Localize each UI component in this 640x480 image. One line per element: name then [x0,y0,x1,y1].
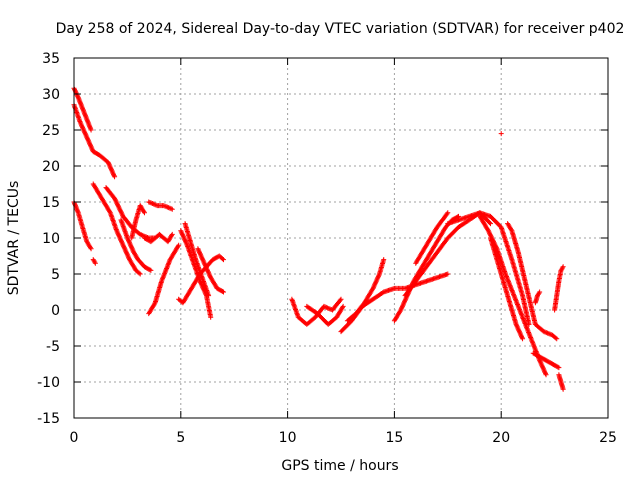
data-point [137,271,143,277]
x-tick-label: 10 [279,430,297,446]
data-point [560,386,566,392]
data-point [176,242,182,248]
x-tick-label: 15 [385,430,403,446]
series-track-2 [71,102,118,180]
data-point [555,364,561,370]
data-point [554,336,560,342]
series-track-4 [90,257,98,266]
data-point [553,335,559,341]
series-track-16 [289,296,344,327]
series-track-10 [146,199,175,212]
series-track-17 [304,303,346,327]
chart-title: Day 258 of 2024, Sidereal Day-to-day VTE… [56,21,625,37]
series-track-15 [195,246,227,295]
series-track-26 [505,221,560,342]
data-point [488,221,494,227]
x-tick-label: 5 [176,430,185,446]
y-tick-label: 20 [42,159,60,175]
data-point [560,264,566,270]
data-point [520,336,526,342]
data-point [556,365,562,371]
data-point [92,260,98,266]
series-track-14 [182,221,212,299]
data-point [148,267,154,273]
data-point [221,289,227,295]
axis-ticks [73,57,609,419]
x-axis-label: GPS time / hours [281,458,398,474]
data-point [537,289,543,295]
series-outlier [498,131,504,137]
data-point [206,293,212,299]
y-tick-label: 35 [42,51,60,67]
data-point [337,297,343,303]
data-point [445,271,451,277]
x-tick-label: 25 [599,430,617,446]
series-track-30 [556,372,566,392]
x-tick-label: 0 [70,430,79,446]
series-track-19 [344,257,387,324]
data-point [338,296,344,302]
y-tick-label: -5 [46,339,60,355]
series-track-25 [488,235,526,342]
data-point [169,206,175,212]
series-track-9 [141,231,175,245]
data-point [380,290,386,296]
data-point [88,127,94,133]
series-track-27 [532,289,543,306]
y-tick-label: -15 [37,411,60,427]
data-point [219,288,225,294]
series-track-28 [530,350,562,371]
y-tick-label: 5 [51,267,60,283]
series-track-5 [90,181,143,277]
data-point [112,174,118,180]
data-point [498,131,504,137]
data-point [88,246,94,252]
data-point [141,210,147,216]
y-tick-label: 0 [51,303,60,319]
series-track-11 [146,242,182,317]
data-points [71,85,566,392]
y-tick-label: 15 [42,195,60,211]
data-point [444,211,450,217]
y-tick-label: 30 [42,87,60,103]
tick-labels: 0 5 10 15 20 25 -15 -10 -5 0 5 10 15 20 25 30 35 [37,51,617,446]
series-track-8 [129,203,147,241]
x-tick-label: 20 [492,430,510,446]
series-track-22 [413,210,451,266]
y-axis-label: SDTVAR / TECUs [6,181,22,296]
y-tick-label: -10 [37,375,60,391]
data-point [543,372,549,378]
data-point [208,314,214,320]
y-tick-label: 10 [42,231,60,247]
series-track-3 [71,199,94,252]
data-point [169,231,175,237]
data-point [136,270,142,276]
series-track-29 [552,264,566,313]
data-point [487,220,493,226]
data-point [445,210,451,216]
y-tick-label: 25 [42,123,60,139]
series-track-7 [118,217,154,273]
data-point [221,257,227,263]
data-point [147,267,153,273]
data-point [219,256,225,262]
data-point [381,257,387,263]
data-point [340,303,346,309]
